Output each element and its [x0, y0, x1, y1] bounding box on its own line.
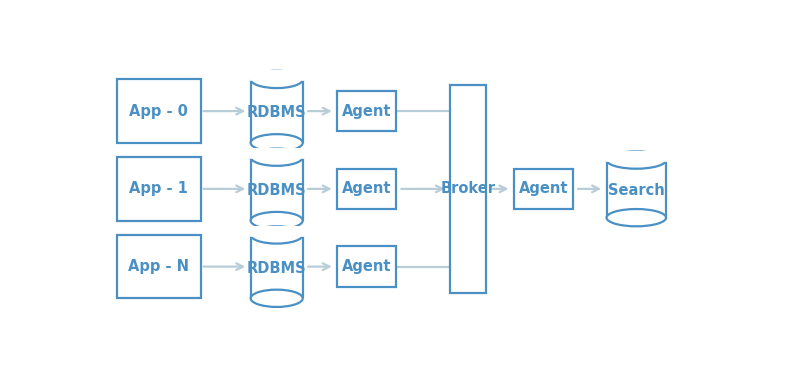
Text: RDBMS: RDBMS: [247, 105, 306, 120]
Bar: [117, 235, 201, 298]
Bar: [337, 91, 396, 131]
Text: Search: Search: [608, 183, 665, 198]
Bar: [117, 79, 201, 143]
Bar: [337, 246, 396, 287]
Text: Agent: Agent: [342, 259, 391, 274]
Bar: [250, 226, 304, 235]
Text: RDBMS: RDBMS: [247, 183, 306, 198]
Ellipse shape: [250, 148, 302, 166]
Bar: [117, 157, 201, 221]
Bar: [606, 151, 667, 160]
Text: Agent: Agent: [518, 181, 568, 196]
Ellipse shape: [250, 290, 302, 307]
Bar: [250, 235, 302, 298]
Bar: [250, 79, 302, 143]
Ellipse shape: [250, 71, 302, 88]
Text: Agent: Agent: [342, 104, 391, 119]
Ellipse shape: [606, 209, 666, 226]
Bar: [514, 169, 573, 209]
Text: App - N: App - N: [128, 259, 190, 274]
Text: App - 1: App - 1: [130, 181, 188, 196]
Ellipse shape: [250, 226, 302, 243]
Ellipse shape: [250, 134, 302, 151]
Text: Broker: Broker: [441, 181, 496, 196]
Bar: [450, 85, 486, 292]
Bar: [606, 160, 666, 218]
Text: RDBMS: RDBMS: [247, 261, 306, 276]
Bar: [250, 70, 304, 79]
Bar: [250, 148, 304, 157]
Text: Agent: Agent: [342, 181, 391, 196]
Ellipse shape: [250, 212, 302, 229]
Bar: [337, 169, 396, 209]
Text: App - 0: App - 0: [130, 104, 188, 119]
Ellipse shape: [606, 151, 666, 169]
Bar: [250, 157, 302, 221]
